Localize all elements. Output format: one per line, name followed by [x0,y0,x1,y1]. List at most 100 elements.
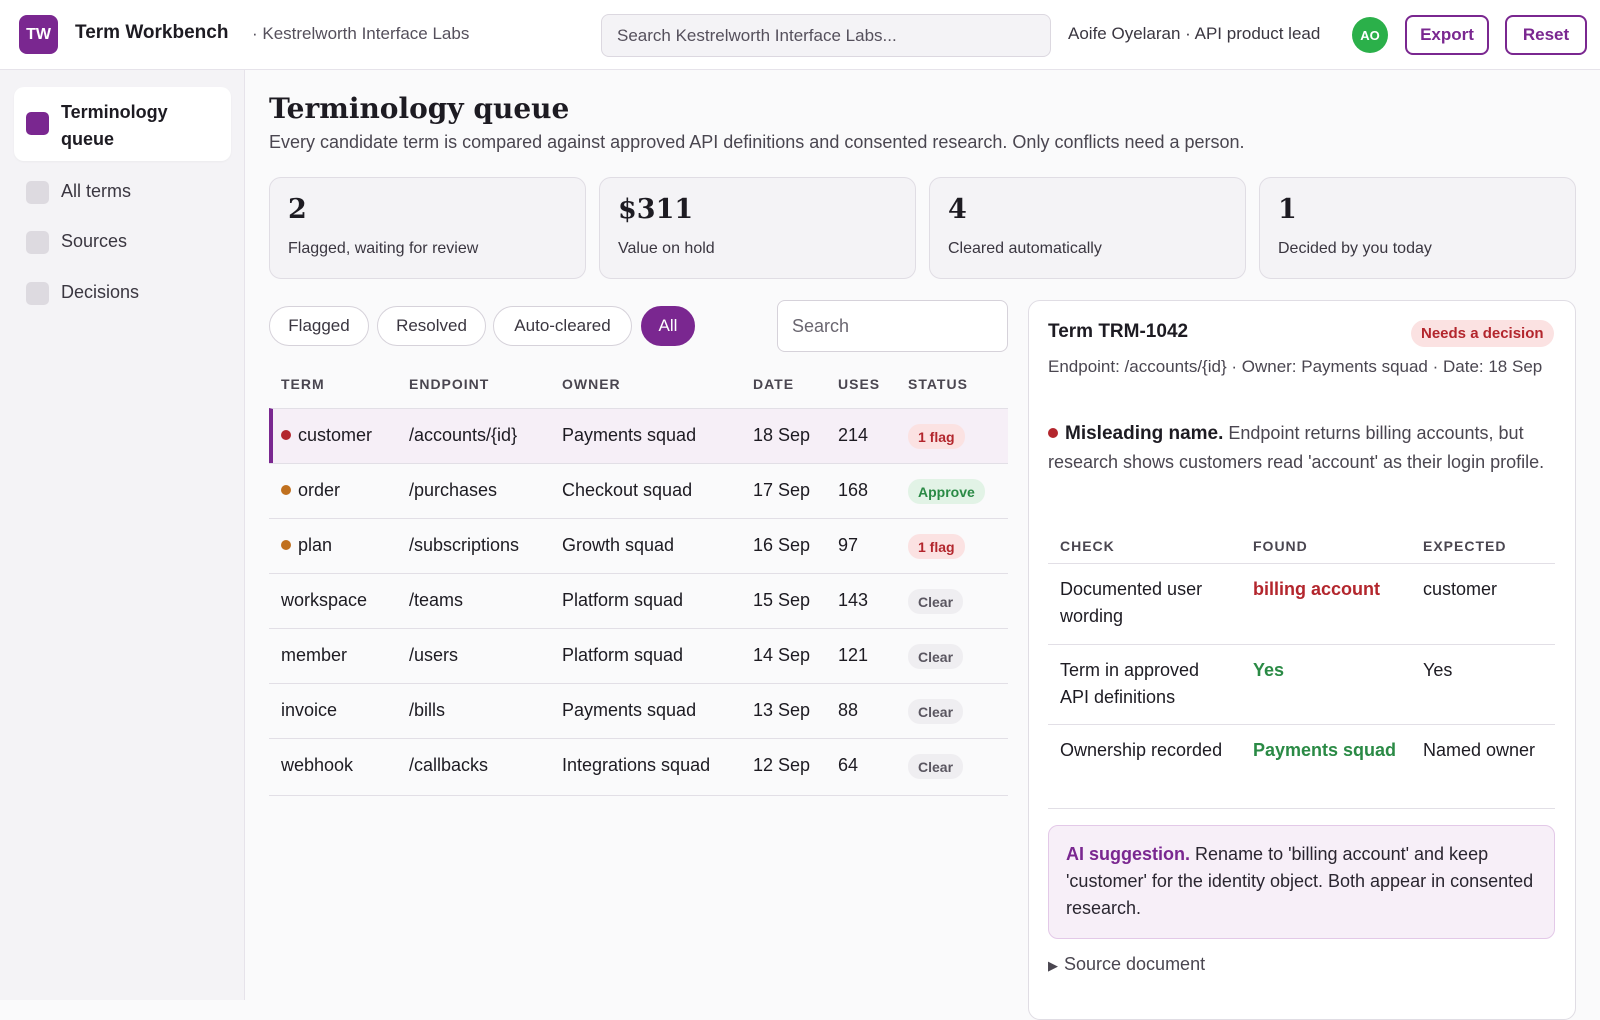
cell-uses: 143 [838,590,868,611]
stat-label: Decided by you today [1278,240,1432,257]
cell-term: order [281,480,340,501]
cell-text: customer [298,425,373,445]
filter-auto-cleared[interactable]: Auto-cleared [493,306,632,346]
ai-suggestion: AI suggestion. Rename to 'billing accoun… [1048,825,1555,939]
sidebar-item-sources[interactable]: Sources [14,223,231,263]
reset-button[interactable]: Reset [1505,15,1587,55]
status-badge: Clear [908,644,964,669]
cell-uses: 121 [838,645,868,666]
status-badge: Clear [908,699,964,724]
cell-text: /subscriptions [409,535,520,555]
cell-owner: Platform squad [562,590,683,611]
disclosure-triangle-icon: ▶ [1048,958,1058,973]
terminology-queue-icon [26,112,49,135]
sidebar-item-label: All terms [61,181,132,201]
cell-text: /callbacks [409,755,489,775]
sidebar-item-decisions[interactable]: Decisions [14,274,231,314]
status-badge: 1 flag [908,534,965,559]
sidebar-item-all-terms[interactable]: All terms [14,173,231,213]
issue-description: Misleading name. Endpoint returns billin… [1048,419,1558,477]
cell-endpoint: /accounts/{id} [409,425,517,446]
cell-endpoint: /teams [409,590,463,611]
cell-text: 18 Sep [753,425,811,445]
cell-date: 15 Sep [753,590,810,611]
page-title: Terminology queue [269,92,570,125]
cell-uses: 214 [838,425,868,446]
table-row[interactable]: plan/subscriptions Growth squad 16 Sep 97 1 … [269,518,1008,573]
global-search-input[interactable] [601,14,1051,57]
cell-text: 88 [838,700,859,720]
check-row: Ownership recorded Payments squad Named ow… [1048,724,1555,760]
cell-text: Payments squad [562,425,697,445]
source-document-toggle[interactable]: ▶ Source document [1048,954,1205,975]
cell-term: plan [281,535,332,556]
detail-title: Term TRM-1042 [1048,321,1189,342]
ai-suggestion-title: AI suggestion. [1066,844,1191,864]
filter-flagged[interactable]: Flagged [269,306,369,346]
cell-endpoint: /callbacks [409,755,488,776]
stat-label: Value on hold [618,240,715,257]
cell-uses: 168 [838,480,868,501]
cell-text: 16 Sep [753,535,811,555]
cell-text: 214 [838,425,869,445]
check-row: Term in approved API definitions Yes Yes [1048,644,1555,707]
check-row: Documented user wording billing account cu… [1048,563,1555,626]
stat-value: 4 [948,194,967,225]
check-cell-expected: Named owner [1423,740,1536,760]
stat-card-flagged: 2 Flagged, waiting for review [269,177,586,279]
export-button[interactable]: Export [1405,15,1489,55]
table-row[interactable]: workspace/teams Platform squad 15 Sep 143 Cl… [269,573,1008,628]
cell-text: Checkout squad [562,480,693,500]
cell-endpoint: /subscriptions [409,535,519,556]
cell-text: /accounts/{id} [409,425,518,445]
check-header-expected: EXPECTED [1423,538,1507,554]
status-badge: Clear [908,754,964,779]
stat-card-value-on-hold: $311 Value on hold [599,177,916,279]
status-dot-icon [281,485,291,495]
check-cell-found: Payments squad [1253,740,1397,760]
cell-text: /purchases [409,480,498,500]
column-header-uses[interactable]: USES [838,376,881,392]
cell-term: member [281,645,347,666]
table-row[interactable]: member/users Platform squad 14 Sep 121 Clear [269,628,1008,683]
issue-text: Endpoint returns billing accounts, but r… [1048,423,1545,472]
sidebar-item-label: Sources [61,231,128,251]
cell-date: 14 Sep [753,645,810,666]
ai-suggestion-text: Rename to 'billing account' and keep 'cu… [1066,844,1534,918]
cell-text: 143 [838,590,869,610]
stat-label: Cleared automatically [948,240,1102,257]
column-header-status[interactable]: STATUS [908,376,968,392]
stat-value: 2 [288,194,307,225]
cell-text: 12 Sep [753,755,811,775]
cell-text: 168 [838,480,869,500]
avatar[interactable]: AO [1352,17,1388,53]
filter-all[interactable]: All [641,306,695,346]
cell-uses: 64 [838,755,858,776]
cell-date: 17 Sep [753,480,810,501]
column-header-date[interactable]: DATE [753,376,795,392]
sidebar-item-label: Decisions [61,282,140,302]
table-row[interactable]: invoice/bills Payments squad 13 Sep 88 Clear [269,683,1008,738]
column-header-endpoint[interactable]: ENDPOINT [409,376,490,392]
table-row[interactable]: customer/accounts/{id} Payments squad 18 S… [269,408,1008,463]
detail-meta: Endpoint: /accounts/{id} · Owner: Paymen… [1048,357,1543,376]
filter-resolved[interactable]: Resolved [377,306,486,346]
org-name: · Kestrelworth Interface Labs [252,24,470,43]
stat-card-cleared: 4 Cleared automatically [929,177,1246,279]
sidebar-item-terminology-queue[interactable]: Terminology queue [14,87,231,161]
sidebar-item-label: Terminology queue [61,102,168,149]
table-row[interactable]: webhook/callbacks Integrations squad 12 Se… [269,738,1008,793]
check-cell-found: billing account [1253,579,1381,599]
cell-text: workspace [281,590,368,610]
app-logo: TW [19,15,58,54]
app-header: TW Term Workbench · Kestrelworth Interfa… [0,0,1600,70]
app-title: Term Workbench [75,22,229,43]
check-cell-expected: customer [1423,579,1498,599]
column-header-term[interactable]: TERM [281,376,325,392]
cell-text: webhook [281,755,354,775]
check-cell-check: Documented user wording [1060,579,1203,626]
table-row[interactable]: order/purchases Checkout squad 17 Sep 168 Ap… [269,463,1008,518]
column-header-owner[interactable]: OWNER [562,376,621,392]
check-cell-expected: Yes [1423,660,1453,680]
table-search-input[interactable] [777,300,1008,352]
